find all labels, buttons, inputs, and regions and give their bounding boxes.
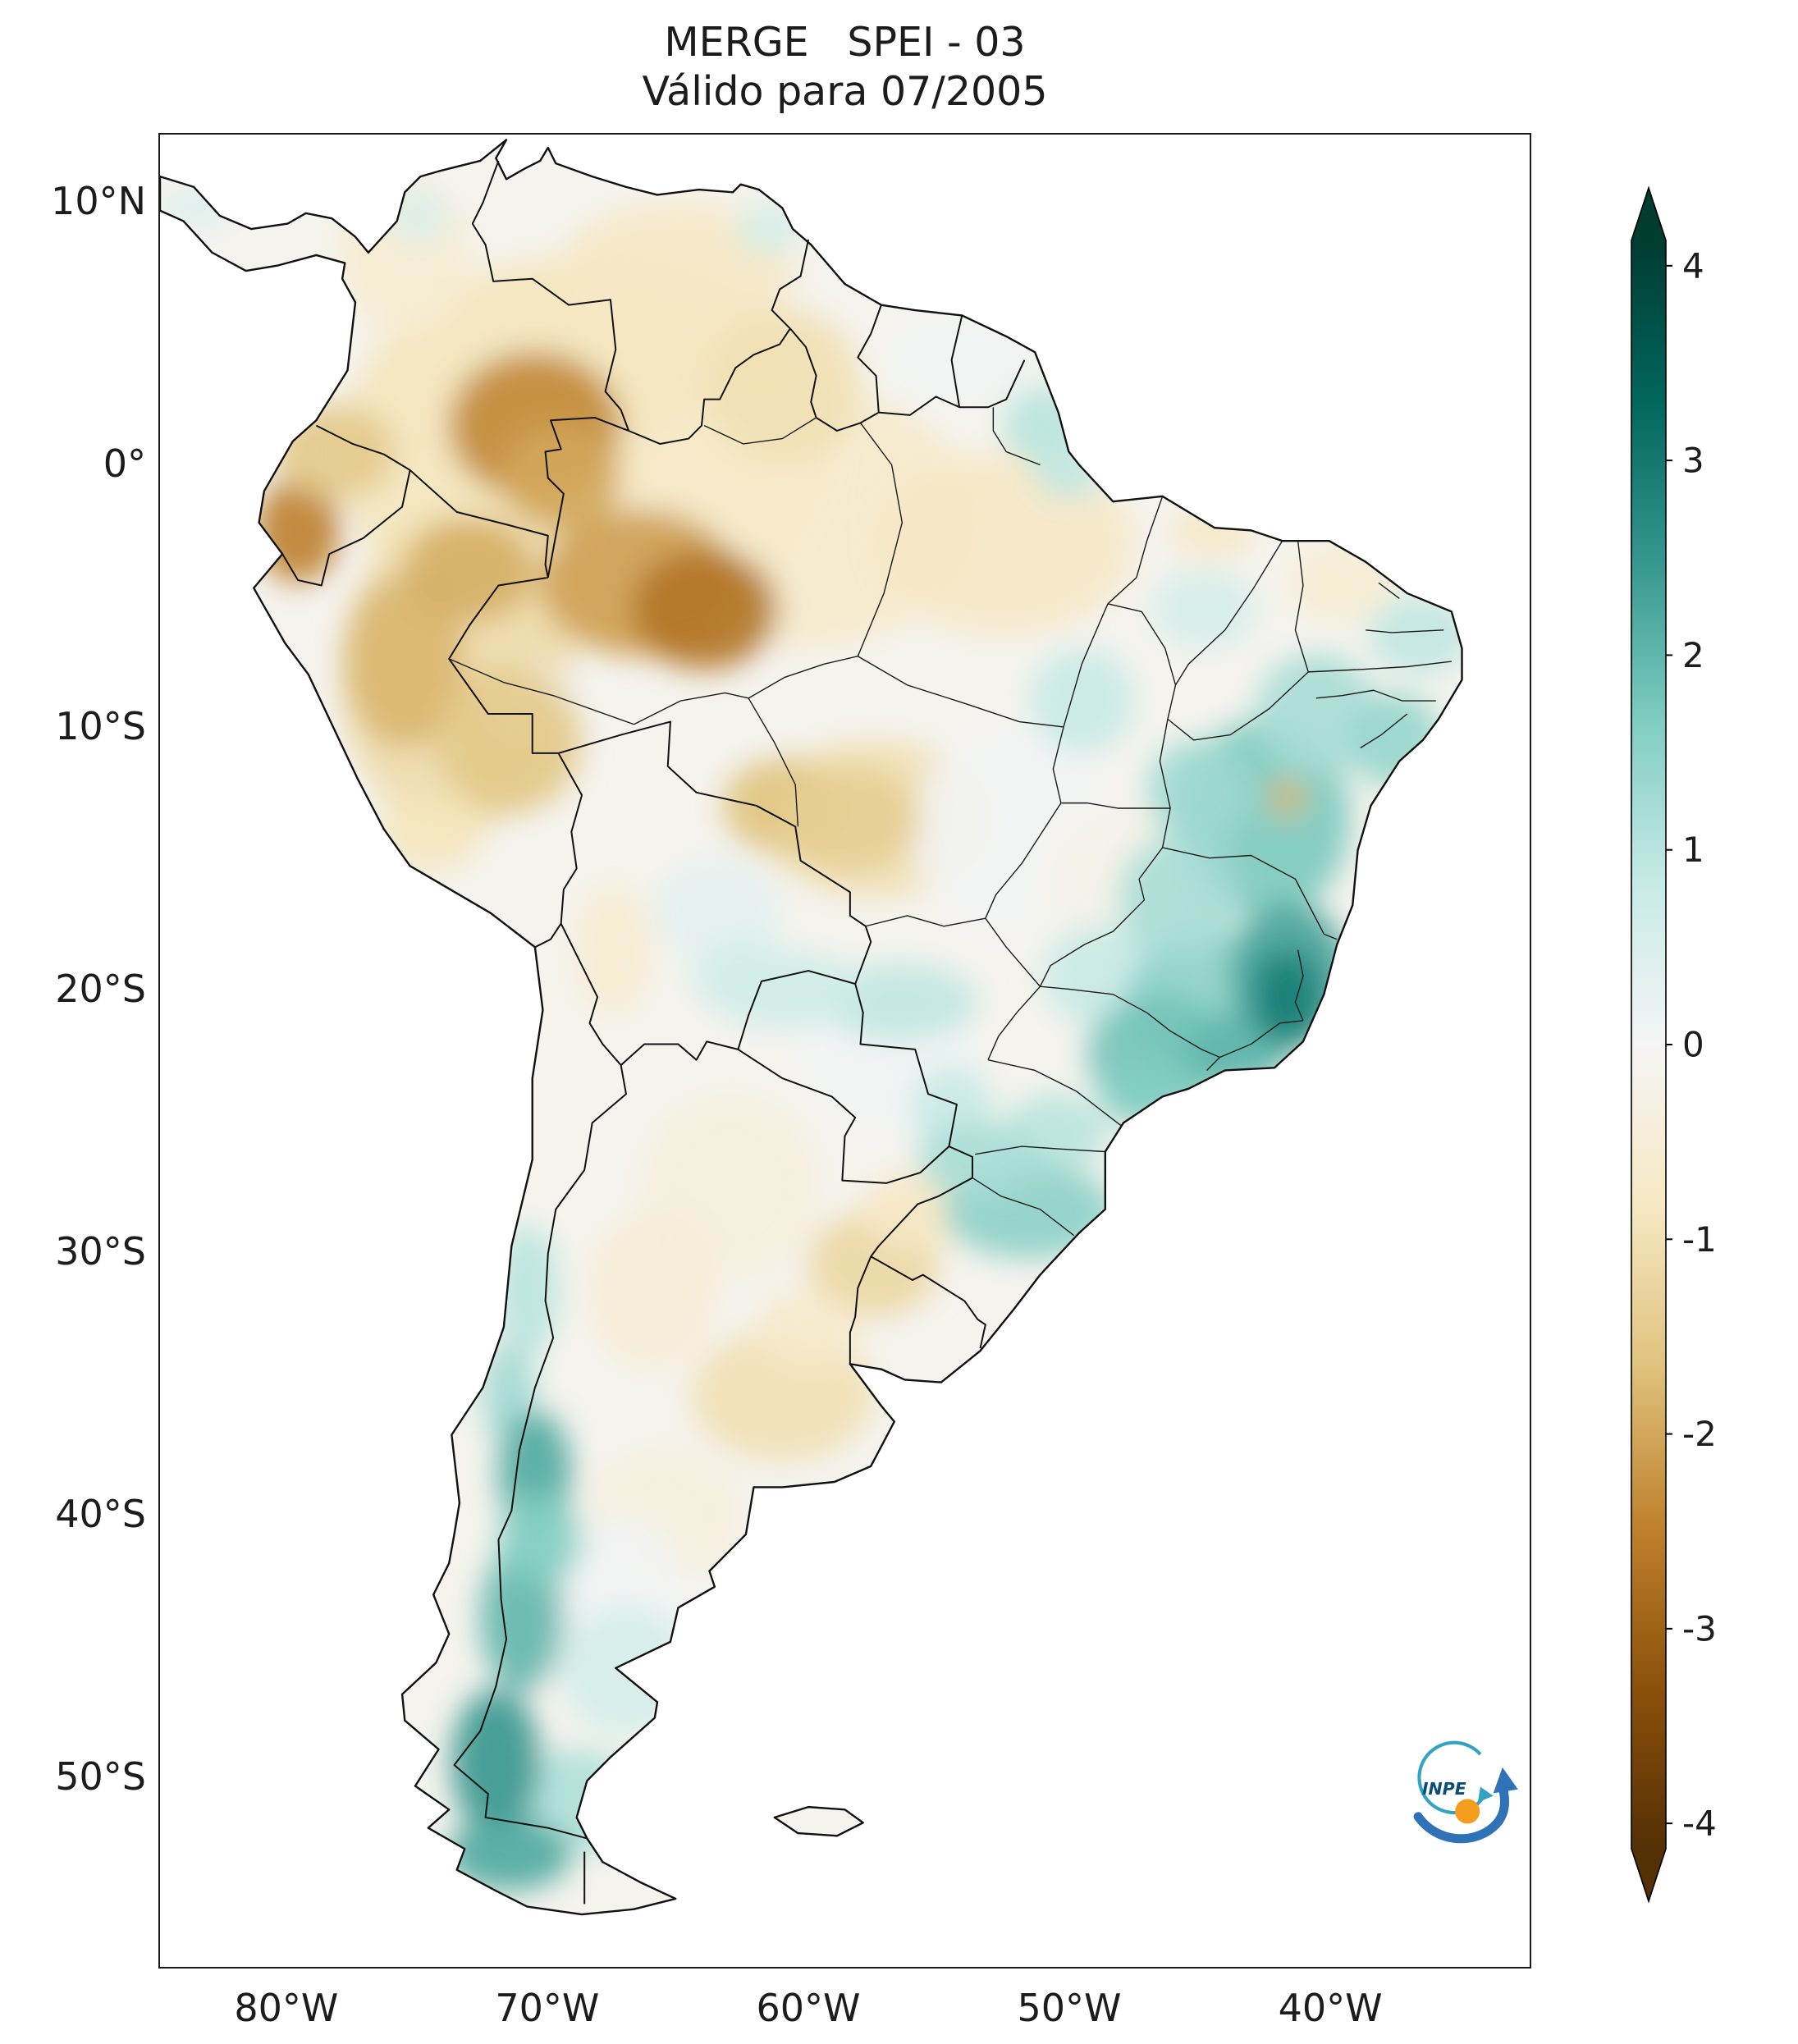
spei-anomaly xyxy=(1029,648,1134,753)
spei-anomaly xyxy=(1146,739,1251,845)
spei-anomaly xyxy=(691,936,796,1016)
spei-anomaly xyxy=(1035,446,1103,500)
globe-icon xyxy=(1455,1799,1480,1824)
spei-anomaly xyxy=(1368,596,1462,675)
spei-anomaly xyxy=(501,425,621,531)
spei-anomaly xyxy=(587,1211,718,1370)
spei-anomaly xyxy=(1170,506,1254,560)
x-tick-label: 50°W xyxy=(1017,1986,1122,2030)
spei-anomaly xyxy=(738,203,801,255)
spei-anomaly xyxy=(860,1173,965,1251)
colorbar-tick-label: -1 xyxy=(1682,1219,1717,1260)
y-tick-label: 20°S xyxy=(55,967,146,1012)
spei-anomaly xyxy=(1118,837,1238,958)
colorbar-tick-label: 1 xyxy=(1682,830,1704,870)
y-tick-label: 10°N xyxy=(51,179,146,224)
south-america-map xyxy=(160,135,1530,1967)
colorbar-tick-label: 0 xyxy=(1682,1025,1704,1065)
y-tick-label: 40°S xyxy=(55,1492,146,1537)
spei-anomaly xyxy=(1347,693,1442,788)
y-tick-label: 50°S xyxy=(55,1754,146,1799)
inpe-logo-text: INPE xyxy=(1422,1779,1466,1799)
spei-anomaly xyxy=(917,1123,1038,1196)
spei-anomaly xyxy=(1100,1062,1194,1126)
spei-anomaly xyxy=(160,186,236,230)
x-tick-label: 60°W xyxy=(756,1986,861,2030)
colorbar-gradient xyxy=(1631,185,1667,1904)
orbit-arc-icon xyxy=(1417,1740,1488,1815)
spei-anomaly xyxy=(1290,543,1395,623)
colorbar-tick-label: 4 xyxy=(1682,245,1704,286)
colorbar-tick-label: 2 xyxy=(1682,635,1704,675)
swoosh-arrow-icon xyxy=(1413,1787,1510,1844)
map-frame xyxy=(158,133,1531,1969)
colorbar: 4 3 2 1 0 -1 -2 -3 -4 xyxy=(1631,185,1717,1904)
spei-anomaly xyxy=(345,574,465,748)
y-tick-label: 30°S xyxy=(55,1229,146,1274)
spei-anomaly xyxy=(560,203,796,334)
spei-anomaly xyxy=(1256,653,1376,775)
spei-field xyxy=(160,176,1462,1891)
x-tick-label: 70°W xyxy=(495,1986,600,2030)
spei-anomaly xyxy=(873,451,1134,636)
spei-anomaly xyxy=(704,307,861,465)
spei-anomaly xyxy=(574,884,652,1016)
spei-anomaly xyxy=(451,1689,541,1836)
colorbar-tick-label: 3 xyxy=(1682,441,1704,481)
spei-anomaly xyxy=(631,548,778,670)
x-tick-label: 40°W xyxy=(1278,1986,1383,2030)
colorbar-tick-label: -3 xyxy=(1682,1608,1717,1648)
spei-anomaly xyxy=(652,857,783,963)
figure-title-block: MERGE SPEI - 03 Válido para 07/2005 xyxy=(158,18,1531,117)
spei-anomaly xyxy=(1253,949,1322,1045)
spei-anomaly xyxy=(774,766,921,871)
figure-title: MERGE SPEI - 03 xyxy=(664,19,1026,66)
colorbar-tick-label: -2 xyxy=(1682,1414,1717,1454)
spei-anomaly xyxy=(378,792,483,871)
colorbar-tick-label: -4 xyxy=(1682,1804,1717,1844)
country-borders xyxy=(282,161,1024,1904)
land-fill-group xyxy=(160,139,1462,1915)
spei-anomaly xyxy=(387,190,450,242)
swoosh-arrowhead-icon xyxy=(1493,1767,1518,1794)
spei-anomaly xyxy=(436,666,583,814)
y-tick-label: 0° xyxy=(103,441,146,487)
spei-anomaly xyxy=(560,1605,692,1736)
spei-anomaly xyxy=(821,963,978,1042)
y-tick-label: 10°S xyxy=(55,704,146,749)
spei-anomaly xyxy=(886,320,1043,400)
spei-anomaly xyxy=(405,517,535,623)
state-borders xyxy=(449,407,1452,1235)
inpe-logo: INPE xyxy=(1413,1740,1518,1844)
spei-anomaly xyxy=(1151,569,1256,649)
x-tick-label: 80°W xyxy=(234,1986,339,2030)
spei-anomaly xyxy=(756,1290,861,1370)
spei-anomaly xyxy=(1269,779,1306,816)
spei-anomaly xyxy=(446,1817,572,1891)
spei-anomaly xyxy=(496,1224,559,1356)
figure-subtitle: Válido para 07/2005 xyxy=(642,68,1048,115)
orbit-arrowhead-icon xyxy=(1477,1786,1494,1803)
spei-anomaly xyxy=(498,1492,583,1587)
